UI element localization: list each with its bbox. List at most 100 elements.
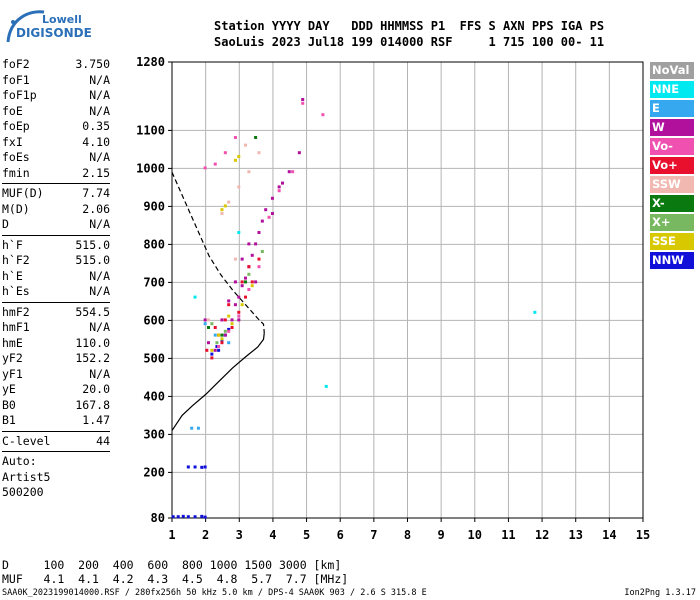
echo-point xyxy=(213,348,217,352)
echo-point xyxy=(247,242,251,246)
echo-point xyxy=(223,329,227,333)
echo-point xyxy=(281,181,285,185)
y-tick-label: 200 xyxy=(143,465,165,479)
param-key: MUF(D) xyxy=(2,186,44,200)
echo-point xyxy=(203,166,207,170)
autoscaling-line: Artist5 xyxy=(2,469,51,484)
y-tick-label: 600 xyxy=(143,313,165,327)
legend-item: X+ xyxy=(650,214,694,231)
echo-point xyxy=(207,318,211,322)
echo-point xyxy=(233,136,237,139)
echo-point xyxy=(203,318,207,322)
echo-point xyxy=(227,341,231,345)
echo-point xyxy=(254,136,258,139)
echo-point xyxy=(210,322,214,326)
param-row: C-level 44 xyxy=(2,434,110,450)
echo-point xyxy=(220,333,224,337)
echo-point xyxy=(215,341,219,345)
echo-point xyxy=(247,170,251,174)
param-row: fxI 4.10 xyxy=(2,135,110,151)
echo-point xyxy=(260,250,264,253)
muf-table: D 100 200 400 600 800 1000 1500 3000 [km… xyxy=(2,558,348,586)
echo-point xyxy=(321,113,325,117)
echo-point xyxy=(200,514,204,518)
param-value: 0.35 xyxy=(82,119,110,133)
echo-point xyxy=(257,265,261,269)
echo-point xyxy=(230,326,234,329)
echo-point xyxy=(237,314,241,318)
echo-point xyxy=(254,242,258,246)
header-line1: Station YYYY DAY DDD HHMMSS P1 FFS S AXN… xyxy=(214,19,605,33)
param-row: D N/A xyxy=(2,217,110,233)
legend-item: W xyxy=(650,119,694,136)
x-tick-label: 14 xyxy=(602,528,616,542)
param-row: yF1 N/A xyxy=(2,367,110,383)
muf-distance-row: D 100 200 400 600 800 1000 1500 3000 [km… xyxy=(2,558,342,572)
profile-dashed-line xyxy=(171,171,265,334)
param-key: fxI xyxy=(2,134,23,149)
autoscaling-line: Auto: xyxy=(2,454,37,468)
echo-point xyxy=(240,284,244,288)
echo-point xyxy=(237,185,241,189)
param-row: foF1 N/A xyxy=(2,73,110,89)
echo-point xyxy=(244,295,248,299)
param-value: 2.15 xyxy=(82,165,110,180)
y-tick-label: 500 xyxy=(143,351,165,365)
y-tick-label: 900 xyxy=(143,199,165,213)
echo-point xyxy=(186,465,190,469)
param-row: yF2 152.2 xyxy=(2,351,110,367)
echo-point xyxy=(227,314,231,318)
param-value: 152.2 xyxy=(75,351,110,365)
param-key: h`Es xyxy=(2,284,30,298)
param-value: 20.0 xyxy=(82,382,110,396)
param-key: yF2 xyxy=(2,351,23,365)
y-tick-label: 700 xyxy=(143,275,165,289)
param-value: N/A xyxy=(89,72,110,87)
param-key: foEs xyxy=(2,150,30,164)
echo-point xyxy=(227,200,231,204)
x-tick-label: 13 xyxy=(568,528,582,542)
echo-point xyxy=(203,465,207,469)
legend-item: Vo+ xyxy=(650,157,694,174)
param-row: hmF1 N/A xyxy=(2,320,110,336)
echo-point xyxy=(247,272,251,276)
echo-point xyxy=(277,185,281,189)
param-row: MUF(D) 7.74 xyxy=(2,186,110,202)
x-tick-label: 12 xyxy=(535,528,549,542)
param-value: 554.5 xyxy=(75,304,110,319)
param-row: h`E N/A xyxy=(2,269,110,285)
echo-point xyxy=(207,341,211,345)
param-value: 3.750 xyxy=(75,57,110,71)
echo-point xyxy=(213,326,217,329)
param-key: hmF2 xyxy=(2,304,30,319)
echo-point xyxy=(203,515,207,519)
echo-point xyxy=(220,212,224,215)
echo-point xyxy=(217,333,221,337)
legend-item: SSW xyxy=(650,176,694,193)
echo-point xyxy=(220,337,224,341)
legend-item: NNE xyxy=(650,81,694,98)
x-tick-label: 15 xyxy=(636,528,650,542)
param-row: h`F2 515.0 xyxy=(2,253,110,269)
echo-point xyxy=(205,348,209,352)
echo-point xyxy=(257,257,261,261)
y-tick-label: 400 xyxy=(143,389,165,403)
echo-point xyxy=(210,348,214,352)
param-value: 167.8 xyxy=(75,397,110,412)
echo-point xyxy=(203,322,207,326)
param-row: foF1p N/A xyxy=(2,88,110,104)
echo-point xyxy=(227,303,231,307)
param-row: foEs N/A xyxy=(2,150,110,166)
param-separator xyxy=(2,183,110,184)
echo-point xyxy=(297,151,301,155)
param-separator xyxy=(2,301,110,303)
echo-point xyxy=(287,170,291,174)
echo-point xyxy=(233,257,237,261)
param-key: B1 xyxy=(2,413,16,427)
echo-point xyxy=(196,426,200,430)
echo-point xyxy=(237,155,241,158)
echo-point xyxy=(230,322,234,326)
echo-point xyxy=(237,295,241,299)
echo-point xyxy=(270,212,274,215)
echo-point xyxy=(233,158,237,162)
